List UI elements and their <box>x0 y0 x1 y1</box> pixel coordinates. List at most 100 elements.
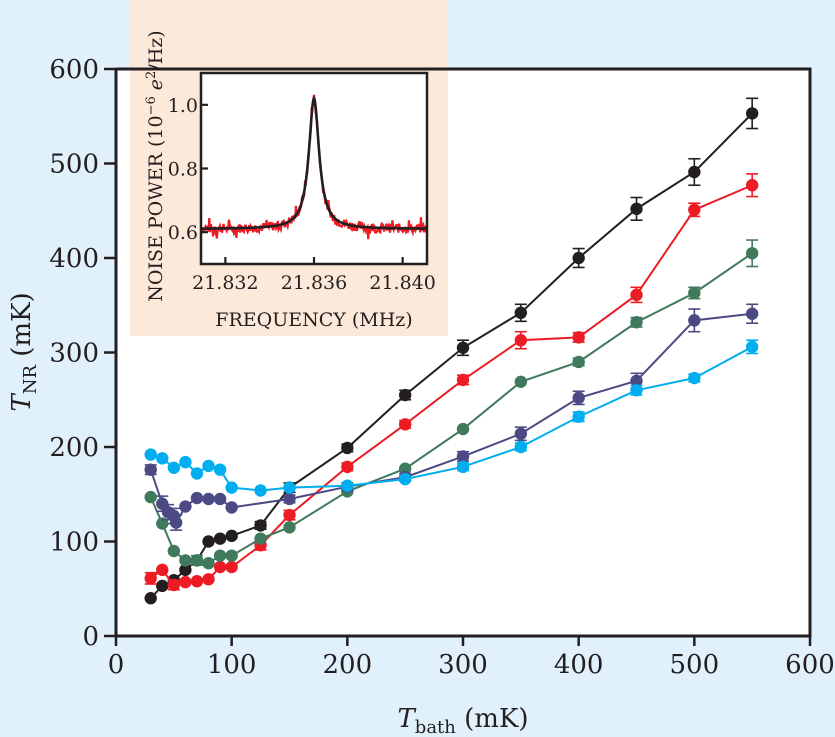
data-point-red <box>167 578 181 592</box>
data-point-black <box>254 519 267 532</box>
y-tick-label: 600 <box>49 55 99 85</box>
data-point-cyan <box>167 461 181 474</box>
inset-layer <box>199 94 429 240</box>
y-axis-title-sub: NR <box>20 365 41 395</box>
data-point-green <box>144 490 157 504</box>
data-point-black <box>688 165 701 179</box>
data-point-purple <box>225 501 238 514</box>
inset-y-axis-title: NOISE POWER (10−6 e2/Hz) <box>144 30 167 301</box>
x-tick-label: 600 <box>785 650 835 680</box>
data-point-black <box>144 592 157 605</box>
data-point-cyan <box>179 455 192 469</box>
data-point-black <box>630 202 643 216</box>
data-point-purple <box>688 314 701 327</box>
y-tick-label: 200 <box>49 433 99 463</box>
data-point-green <box>254 532 267 545</box>
inset-y-title-suffix: /Hz) <box>145 30 167 70</box>
data-point-cyan <box>156 452 169 465</box>
data-point-black <box>745 107 759 120</box>
data-point-cyan <box>630 384 643 397</box>
data-point-green <box>283 521 296 534</box>
data-point-cyan <box>190 467 204 480</box>
data-point-cyan <box>213 463 227 476</box>
data-point-purple <box>572 391 585 405</box>
data-point-cyan <box>144 448 157 461</box>
data-point-black <box>213 532 227 545</box>
data-point-green <box>398 462 412 475</box>
y-tick-label: 400 <box>49 244 99 274</box>
x-axis-title-sub: bath <box>415 717 456 737</box>
data-point-black <box>456 341 470 354</box>
data-point-red <box>398 418 412 431</box>
y-tick-label: 500 <box>49 150 99 180</box>
data-point-cyan <box>572 410 585 423</box>
data-point-green <box>745 247 759 260</box>
y-axis-title: TNR (mK) <box>7 292 41 411</box>
data-point-purple <box>202 492 215 506</box>
data-point-green <box>167 544 181 558</box>
x-tick-label: 500 <box>670 650 720 680</box>
data-point-black <box>202 535 215 548</box>
data-point-green <box>213 549 227 562</box>
data-point-red <box>202 573 215 586</box>
inset-x-axis-title: FREQUENCY (MHz) <box>215 309 412 331</box>
y-axis-title-main: T <box>7 393 37 412</box>
x-tick-label: 300 <box>438 650 488 680</box>
data-point-cyan <box>688 371 701 385</box>
data-point-black <box>572 251 585 265</box>
data-point-purple <box>745 307 759 320</box>
data-point-purple <box>169 516 183 529</box>
x-axis-title-main: T <box>397 704 416 734</box>
x-tick-label: 200 <box>323 650 373 680</box>
data-point-red <box>341 460 354 474</box>
data-point-purple <box>283 492 296 506</box>
data-point-purple <box>179 500 192 513</box>
data-point-red <box>156 563 169 577</box>
y-axis-title-unit: (mK) <box>7 292 37 365</box>
data-point-green <box>225 549 238 562</box>
data-point-black <box>179 563 192 577</box>
x-axis-title: Tbath (mK) <box>397 704 528 737</box>
series-layer <box>144 97 759 605</box>
data-point-purple <box>144 463 157 476</box>
data-point-red <box>456 373 470 387</box>
data-point-cyan <box>283 481 296 494</box>
data-point-green <box>190 554 204 567</box>
data-point-green <box>572 355 585 369</box>
data-point-red <box>572 331 585 344</box>
data-point-black <box>156 579 169 593</box>
data-point-red <box>225 560 238 574</box>
data-point-black <box>341 441 354 455</box>
data-point-purple <box>514 427 528 440</box>
inset-y-tick-label: 0.6 <box>168 222 198 244</box>
inset-x-tick-label: 21.836 <box>281 272 347 294</box>
x-tick-label: 0 <box>108 650 125 680</box>
data-point-red <box>144 572 157 585</box>
data-point-purple <box>456 450 470 463</box>
inset-y-title-exp: −6 <box>144 96 159 115</box>
x-axis-title-unit: (mK) <box>456 704 529 734</box>
main-ticks: 0 100 200 300 400 500 600 0 100 200 300 400 500 600 <box>49 55 834 680</box>
data-point-cyan <box>514 440 528 454</box>
data-point-red <box>745 179 759 192</box>
data-point-red <box>213 560 227 574</box>
data-point-red <box>514 334 528 347</box>
data-point-green <box>202 557 215 570</box>
inset-y-title-e: e <box>145 79 167 96</box>
data-point-green <box>456 422 470 436</box>
series-cyan <box>144 339 759 497</box>
inset-y-title-prefix: NOISE POWER (10 <box>145 115 167 301</box>
inset-x-tick-label: 21.832 <box>192 272 258 294</box>
inset-x-tick-label: 21.840 <box>369 272 435 294</box>
data-point-purple <box>630 374 643 388</box>
series-red <box>144 173 759 592</box>
data-point-cyan <box>745 340 759 354</box>
inset-fit-line <box>200 95 428 230</box>
data-point-purple <box>213 492 227 506</box>
data-point-red <box>190 574 204 588</box>
data-point-cyan <box>398 472 412 486</box>
inset-y-tick-label: 1.0 <box>168 95 198 117</box>
data-point-cyan <box>202 459 215 473</box>
data-point-black <box>225 529 238 543</box>
